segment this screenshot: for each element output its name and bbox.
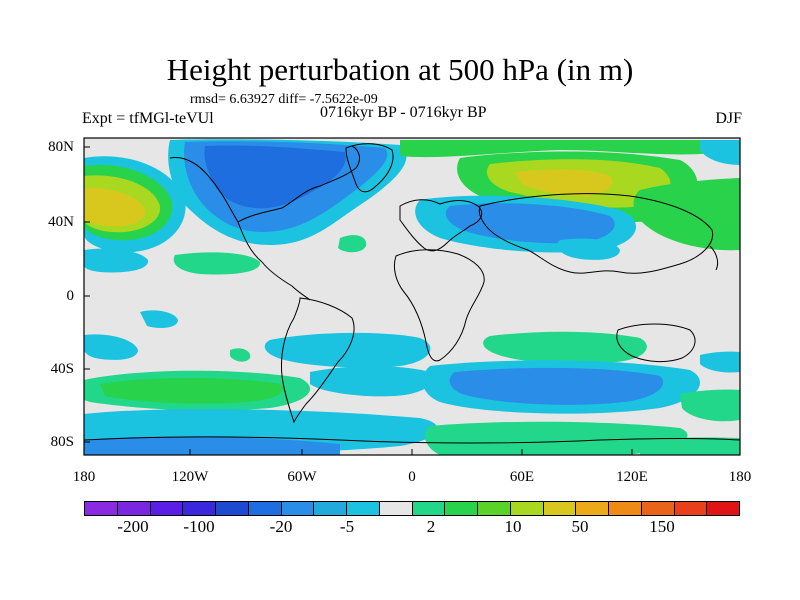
coast-asia [478, 193, 714, 274]
colorbar [84, 501, 740, 516]
contour-s-2 [140, 310, 178, 328]
colorbar-label: -100 [183, 517, 215, 536]
coast-japan [709, 245, 719, 271]
lon-label-180w: 180 [72, 469, 96, 485]
coast-africa [393, 249, 485, 362]
experiment-label: Expt = tfMGl-teVUl [82, 110, 214, 127]
contour-npacific-peak [84, 187, 146, 227]
contour-s-6 [700, 351, 740, 373]
contour-namerica-core [204, 145, 346, 209]
contour-antarctic-4 [640, 437, 740, 455]
contour-s-band-4 [680, 389, 740, 422]
lon-label-120e: 120E [616, 469, 648, 485]
contour-bering [700, 140, 740, 165]
colorbar-swatch [150, 502, 184, 515]
lat-label-40n: 40N [48, 214, 74, 230]
colorbar-label: 150 [649, 517, 675, 536]
contour-s-band-1-core [100, 378, 284, 404]
contour-subtrop-2 [338, 235, 367, 253]
colorbar-swatch [347, 502, 380, 515]
colorbar-swatch [707, 502, 739, 515]
lat-label-0: 0 [66, 288, 75, 304]
colorbar-label: -200 [117, 517, 149, 536]
lat-label-80s: 80S [50, 434, 74, 450]
colorbar-label: -20 [269, 517, 293, 536]
lat-label-80n: 80N [48, 139, 74, 155]
colorbar-swatch [85, 502, 118, 515]
colorbar-label: 50 [571, 517, 589, 536]
stats-line: rmsd= 6.63927 diff= -7.5622e-09 [190, 92, 378, 107]
contour-subtrop-1 [173, 252, 261, 275]
colorbar-swatch [609, 502, 642, 515]
colorbar-swatch [412, 502, 446, 515]
colorbar-swatch [478, 502, 511, 515]
lon-label-180e: 180 [728, 469, 752, 485]
colorbar-swatch [216, 502, 249, 515]
contour-s-1 [84, 334, 138, 360]
lat-label-40s: 40S [50, 361, 74, 377]
contour-subtrop-4 [557, 238, 620, 260]
lon-label-0: 0 [408, 469, 416, 485]
season-label: DJF [715, 110, 742, 127]
colorbar-swatch [576, 502, 609, 515]
colorbar-swatch [281, 502, 315, 515]
coast-antarctica [84, 436, 740, 444]
period-label: 0716kyr BP - 0716kyr BP [320, 104, 487, 121]
contour-nwpacific [633, 178, 740, 251]
colorbar-swatch [117, 502, 151, 515]
colorbar-swatch [641, 502, 675, 515]
colorbar-swatch [543, 502, 577, 515]
colorbar-label: -5 [339, 517, 355, 536]
coast-greenland [345, 143, 394, 193]
map-title: Height perturbation at 500 hPa (in m) [166, 52, 634, 87]
lon-label-60w: 60W [287, 469, 317, 485]
coast-north-america [169, 145, 360, 301]
colorbar-label: 10 [504, 517, 522, 536]
lon-label-60e: 60E [509, 469, 535, 485]
contour-s-band-3-core [449, 367, 664, 405]
colorbar-swatch [510, 502, 544, 515]
lon-label-120w: 120W [171, 469, 209, 485]
contour-siberia-core [515, 169, 613, 196]
colorbar-swatch [379, 502, 413, 515]
coastlines [84, 143, 740, 444]
contour-eurasia-core [445, 203, 615, 244]
axis-ticks [84, 146, 633, 455]
contour-antarctic-3 [84, 436, 340, 455]
colorbar-label: 2 [426, 517, 436, 536]
contour-antarctic-2 [424, 421, 688, 455]
contour-subtrop-3 [84, 248, 149, 273]
contour-s-band-2 [310, 366, 434, 397]
colorbar-swatch [183, 502, 216, 515]
contour-s-5 [230, 348, 251, 362]
coast-australia [616, 323, 696, 363]
contour-s-4 [483, 331, 647, 364]
contour-arctic [400, 140, 740, 158]
colorbar-swatch [248, 502, 282, 515]
contour-field [84, 138, 740, 455]
colorbar-swatch [445, 502, 478, 515]
colorbar-swatch [314, 502, 347, 515]
coast-europe [399, 199, 483, 252]
coast-south-america [281, 297, 355, 424]
colorbar-swatch [674, 502, 708, 515]
